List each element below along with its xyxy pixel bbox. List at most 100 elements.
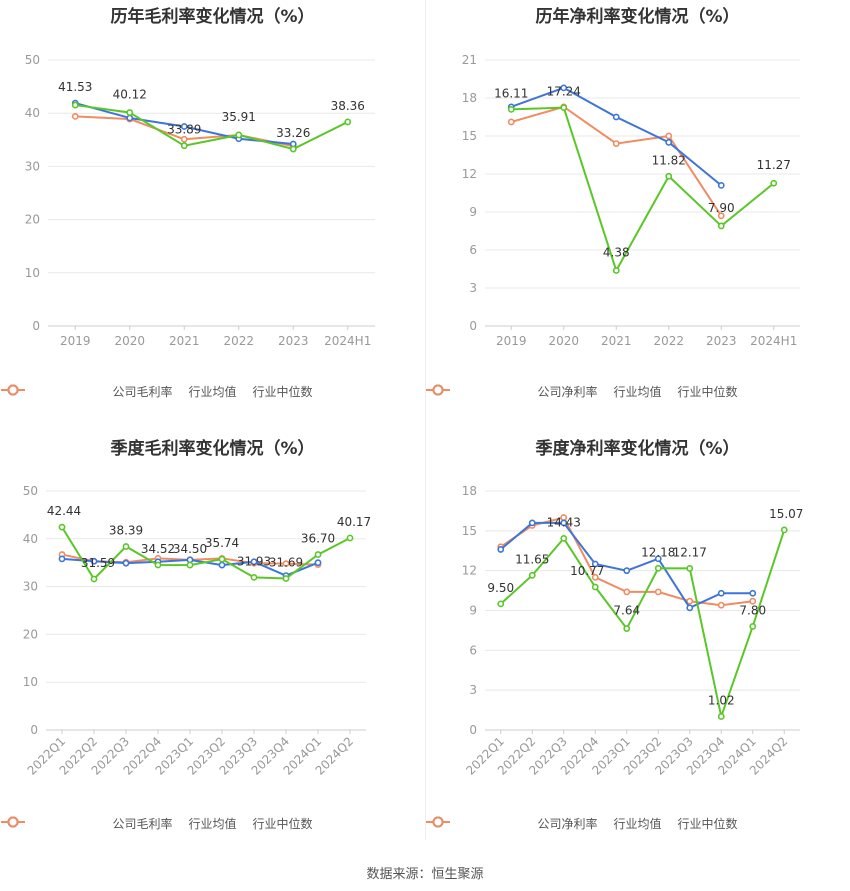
data-label: 4.38 xyxy=(603,246,630,260)
y-tick-label: 50 xyxy=(25,53,40,67)
data-point-avg xyxy=(612,113,620,121)
data-point-median xyxy=(507,118,515,126)
legend-item-avg[interactable]: 行业均值 xyxy=(426,815,662,832)
data-point-company xyxy=(218,555,226,563)
x-tick-label: 2023 xyxy=(706,334,737,348)
data-label: 15.07 xyxy=(769,507,803,521)
y-tick-label: 3 xyxy=(469,281,477,295)
x-tick-label: 2022 xyxy=(223,334,254,348)
legend-item-median[interactable]: 行业中位数 xyxy=(1,815,313,832)
data-label: 17.24 xyxy=(547,85,581,99)
data-label: 1.02 xyxy=(708,693,735,707)
y-tick-label: 30 xyxy=(23,580,38,594)
y-tick-label: 9 xyxy=(469,205,477,219)
data-point-company xyxy=(122,543,130,550)
legend-label: 行业均值 xyxy=(188,817,237,831)
data-label: 31.59 xyxy=(81,556,115,570)
data-point-median xyxy=(665,132,673,140)
x-tick-label: 2024H1 xyxy=(750,334,797,348)
legend-line-icon xyxy=(1,384,25,396)
data-point-median xyxy=(282,560,290,568)
y-tick-label: 3 xyxy=(469,683,477,697)
data-label: 9.50 xyxy=(487,581,514,595)
chart-title: 季度毛利率变化情况（%） xyxy=(110,439,315,459)
data-point-avg xyxy=(665,138,673,146)
data-point-company xyxy=(71,101,79,109)
legend-line-icon xyxy=(1,816,25,828)
legend-item-median[interactable]: 行业中位数 xyxy=(1,383,313,400)
data-point-company xyxy=(654,564,662,572)
y-tick-label: 40 xyxy=(23,532,38,546)
data-label: 34.52 xyxy=(141,542,175,556)
series-line-avg xyxy=(510,86,722,187)
legend-item-company[interactable]: 公司毛利率 xyxy=(1,815,172,832)
y-tick-label: 6 xyxy=(469,643,477,657)
data-point-avg xyxy=(560,84,568,92)
x-tick-label: 2020 xyxy=(548,334,579,348)
legend-label: 行业均值 xyxy=(613,817,662,831)
data-label: 11.65 xyxy=(515,552,549,566)
series-line-company xyxy=(511,106,775,274)
data-point-company xyxy=(780,526,788,534)
legend-label: 行业均值 xyxy=(188,385,237,399)
series-line-median xyxy=(510,105,723,217)
data-point-company xyxy=(282,575,290,582)
data-label: 14.43 xyxy=(547,515,581,529)
legend-label: 公司毛利率 xyxy=(112,385,173,399)
y-tick-label: 10 xyxy=(23,675,38,689)
legend-item-company[interactable]: 公司净利率 xyxy=(426,815,597,832)
x-tick-label: 2024H1 xyxy=(324,334,371,348)
legend-item-avg[interactable]: 行业均值 xyxy=(426,383,662,400)
panel-annual-gross-margin: 历年毛利率变化情况（%） 0 10 20 30 40 50 2019 2020 2021 2022… xyxy=(0,0,425,430)
legend-label: 行业均值 xyxy=(613,385,662,399)
data-label: 7.80 xyxy=(739,603,766,617)
data-point-avg xyxy=(717,181,725,189)
legend-item-company[interactable]: 公司毛利率 xyxy=(1,383,173,400)
legend-item-median[interactable]: 行业中位数 xyxy=(426,383,738,400)
series-line-company xyxy=(61,526,351,581)
data-label: 16.11 xyxy=(494,86,528,100)
chart-title: 季度净利率变化情况（%） xyxy=(535,439,740,459)
data-point-company xyxy=(90,575,98,583)
data-label: 42.44 xyxy=(47,504,81,518)
data-label: 38.36 xyxy=(331,99,365,113)
legend-item-avg[interactable]: 行业均值 xyxy=(1,383,237,400)
data-point-company xyxy=(560,104,568,112)
chart-annual-net-margin: 0 3 6 9 12 15 18 21 2019 2020 2021 2022 2023 2024H1 16… xyxy=(462,53,800,348)
x-tick-label: 2023 xyxy=(278,334,309,348)
data-point-median xyxy=(686,597,694,605)
data-point-company xyxy=(180,142,188,150)
data-point-median xyxy=(612,140,620,147)
legend-label: 行业中位数 xyxy=(677,817,738,831)
data-point-company xyxy=(749,623,757,630)
data-label: 33.89 xyxy=(167,123,201,137)
legend: 公司毛利率 行业均值 行业中位数 xyxy=(0,383,425,400)
data-point-avg xyxy=(126,114,134,122)
data-label: 11.82 xyxy=(652,153,686,167)
legend-item-company[interactable]: 公司净利率 xyxy=(426,383,597,400)
y-tick-label: 0 xyxy=(30,723,38,737)
y-tick-label: 18 xyxy=(462,484,477,498)
data-point-avg xyxy=(122,559,130,567)
x-tick-label: 2021 xyxy=(169,334,200,348)
legend-item-median[interactable]: 行业中位数 xyxy=(426,815,738,832)
y-tick-label: 0 xyxy=(32,319,40,333)
data-point-company xyxy=(507,106,515,113)
data-point-company xyxy=(250,573,258,581)
chart-title: 历年毛利率变化情况（%） xyxy=(110,7,315,27)
data-point-company xyxy=(686,565,694,572)
data-point-median xyxy=(654,588,662,596)
chart-annual-gross-margin: 0 10 20 30 40 50 2019 2020 2021 2022 2023 2024H1 41.… xyxy=(25,53,375,348)
series-line-company xyxy=(75,104,349,151)
data-point-company xyxy=(717,713,725,720)
y-tick-label: 20 xyxy=(23,627,38,641)
panel-quarterly-net-margin: 季度净利率变化情况（%） 0 3 6 9 12 15 18 2022Q1 2022Q2 2022Q… xyxy=(425,432,850,862)
data-point-company xyxy=(186,561,194,569)
data-point-company xyxy=(591,583,599,591)
panel-annual-net-margin: 历年净利率变化情况（%） 0 3 6 9 12 15 18 21 2019 2020 2021 202… xyxy=(425,0,850,430)
data-point-avg xyxy=(186,556,194,564)
data-label: 7.90 xyxy=(708,201,735,215)
legend-item-avg[interactable]: 行业均值 xyxy=(1,815,237,832)
data-label: 40.17 xyxy=(337,515,371,529)
data-point-median xyxy=(591,573,599,581)
